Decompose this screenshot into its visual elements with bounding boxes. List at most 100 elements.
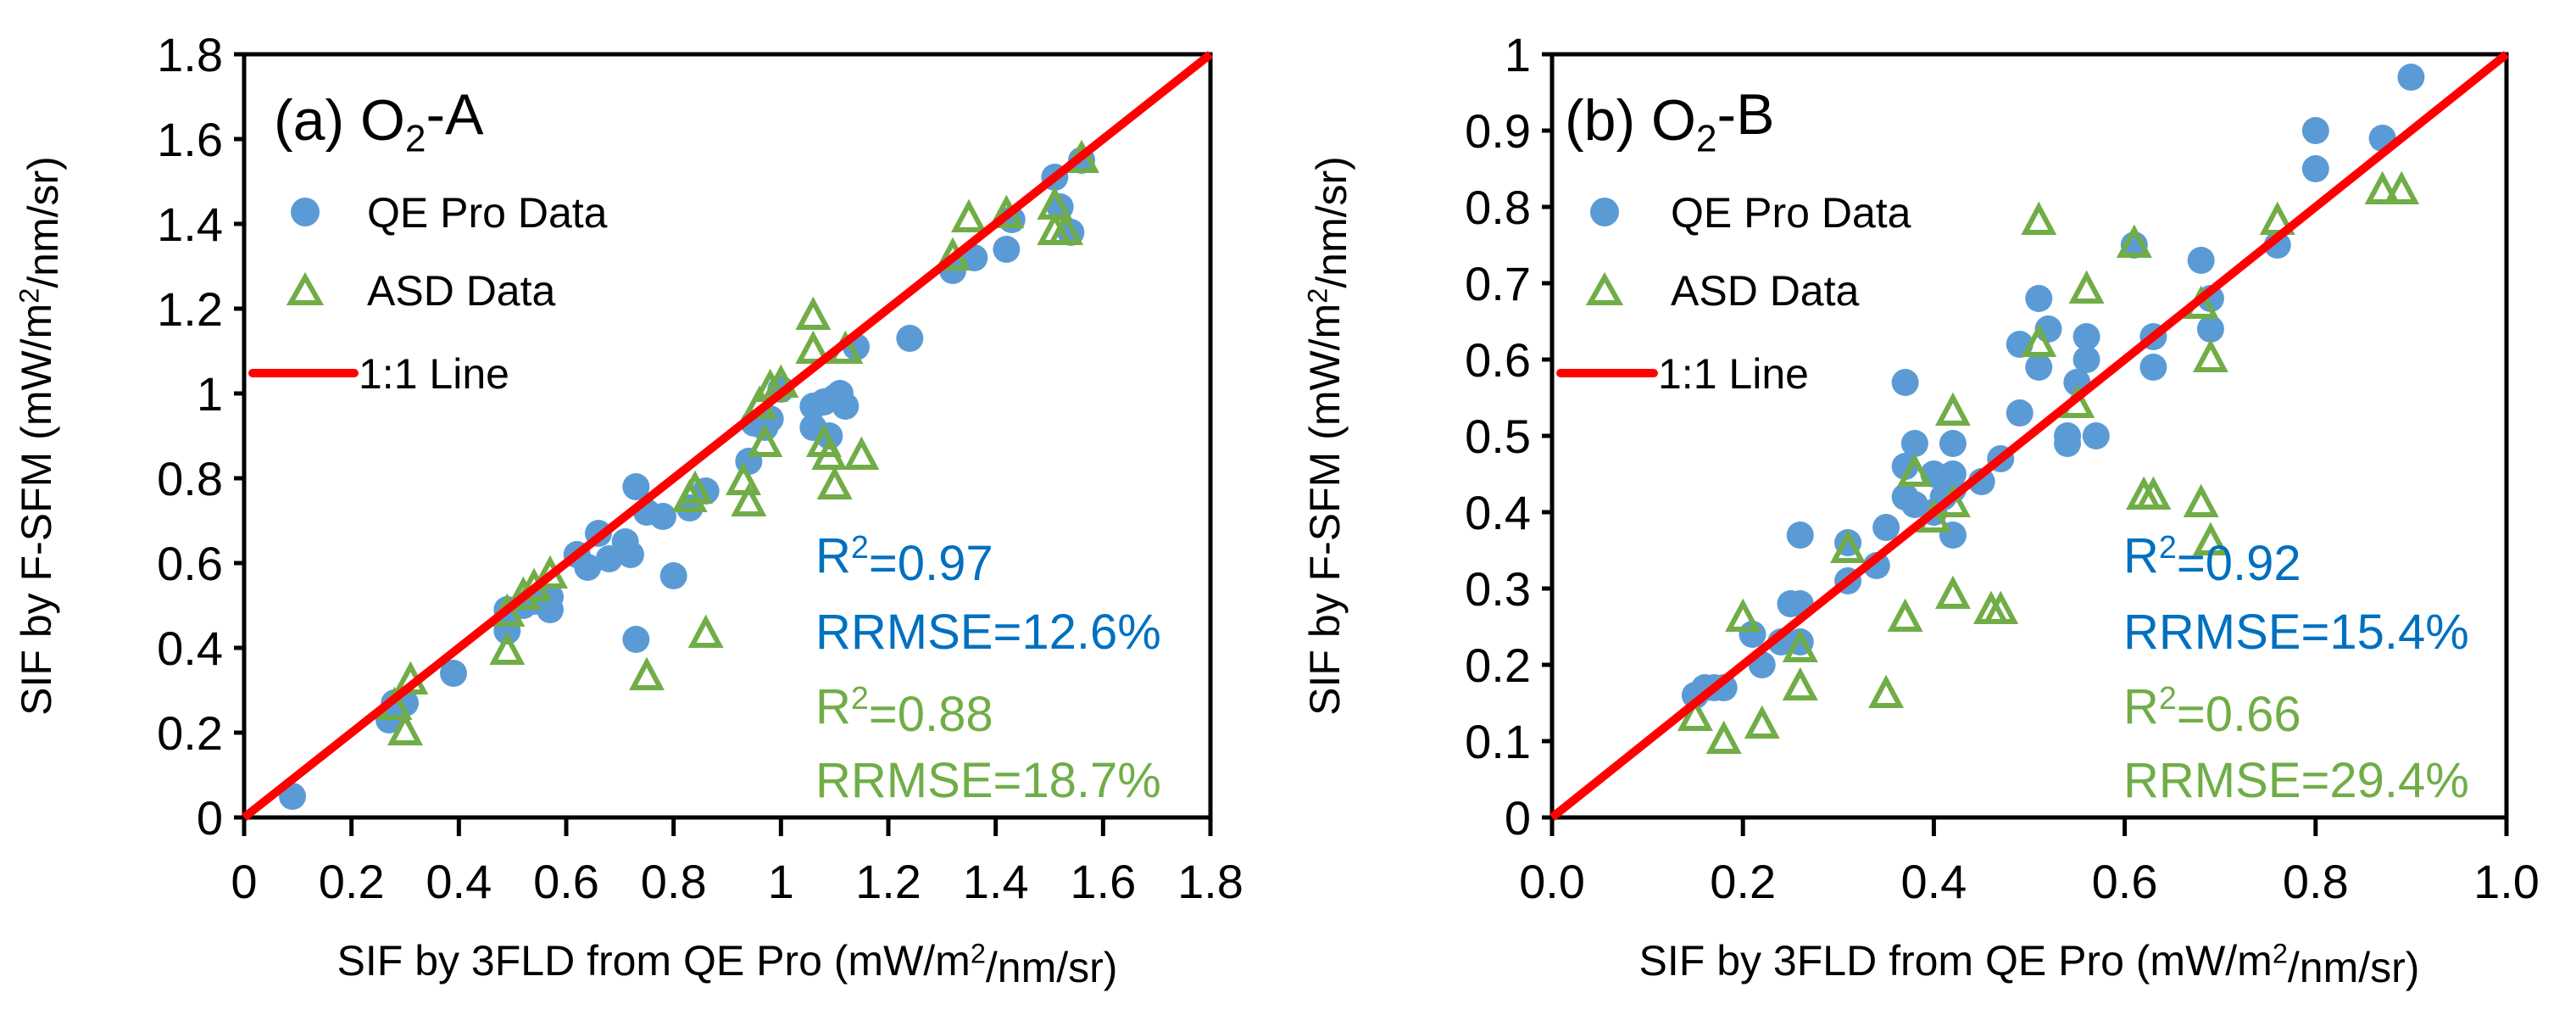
asd-data-point [795, 330, 832, 364]
asd-data-point [731, 483, 767, 516]
x-tick-label: 1.4 [963, 855, 1029, 908]
chart-a: 0 0.2 0.4 0.6 0.8 1 1.2 1.4 1.6 1.8 0 0.2 0.4 0.6 0.8 1… [13, 28, 1243, 991]
asd-data-point [1705, 720, 1742, 754]
subscript: 2 [1696, 118, 1717, 159]
text-part: RRMSE=29.4% [2123, 753, 2469, 808]
legend-asd-marker [286, 271, 325, 305]
superscript: 2 [2159, 529, 2177, 565]
y-tick-label: 0.3 [1465, 562, 1531, 616]
superscript: 2 [14, 288, 44, 304]
text-part: =0.97 [869, 536, 993, 591]
y-tick-label: 1.8 [157, 28, 223, 81]
asd-data-point [2192, 338, 2228, 372]
legend-qe-marker [1590, 198, 1619, 226]
asd-data-point [489, 631, 526, 665]
superscript: 2 [2159, 680, 2177, 716]
qe-pro-data-point [2196, 315, 2224, 343]
qe-pro-data-point [2072, 323, 2100, 350]
text-part: (b) O [1565, 88, 1696, 153]
qe-pro-data-point [1872, 514, 1900, 541]
superscript: 2 [2273, 938, 2288, 968]
asd-data-point [629, 656, 665, 690]
y-tick-label: 0 [1505, 791, 1531, 845]
y-axis-label: SIF by F-SFM (mW/m2/nm/sr) [13, 156, 67, 716]
chart-b: 0.0 0.2 0.4 0.6 0.8 1.0 0 0.1 0.2 0.3 0.4 0.5 0.6 0.7… [1301, 28, 2540, 991]
qe-pro-data-point [826, 380, 854, 407]
text-part: /nm/sr) [19, 156, 67, 288]
asd-data-point [1983, 590, 2019, 624]
asd-data-point [2021, 201, 2057, 235]
y-tick-label: 1.6 [157, 113, 223, 166]
qe-pro-data-point [2072, 346, 2100, 373]
asd-data-point [2384, 170, 2420, 204]
legend-label: ASD Data [1671, 267, 1860, 315]
legend-label: 1:1 Line [1658, 350, 1809, 398]
asd-data-point [387, 711, 423, 745]
qe-pro-data-point [2187, 247, 2215, 274]
asd-data-point [1887, 598, 1923, 632]
qe-pro-data-point [617, 541, 644, 568]
x-tick-label: 1.0 [2473, 855, 2540, 908]
y-tick-label: 0.5 [1465, 410, 1531, 463]
asd-data-point [747, 423, 783, 457]
y-tick-label: 0.2 [1465, 639, 1531, 692]
asd-data-point [2021, 323, 2057, 357]
y-axis-label: SIF by F-SFM (mW/m2/nm/sr) [1301, 156, 1355, 716]
asd-data-point [726, 461, 761, 495]
stat-text: R2=0.66 [2123, 679, 2301, 742]
asd-data-point [2183, 483, 2219, 517]
asd-data-point [1830, 529, 1867, 563]
asd-data-point [1744, 705, 1780, 739]
text-part: /nm/sr) [986, 944, 1118, 991]
y-tick-label: 0.4 [157, 622, 223, 675]
qe-pro-data-point [2025, 285, 2053, 312]
asd-data-point [1896, 453, 1933, 487]
qe-pro-data-point [2082, 422, 2110, 449]
plot-frame [242, 52, 1213, 820]
superscript: 2 [1302, 288, 1333, 304]
asd-data-point [806, 423, 842, 457]
qe-pro-data-point [993, 236, 1021, 263]
stat-text: RRMSE=18.7% [815, 753, 1161, 808]
qe-pro-data-point [537, 596, 564, 623]
stat-text: RRMSE=29.4% [2123, 753, 2469, 808]
asd-data-point [1677, 697, 1713, 731]
text-part: SIF by 3FLD from QE Pro (mW/m [1639, 937, 2273, 985]
qe-pro-data-point [2054, 430, 2082, 457]
text-part: R [815, 528, 851, 583]
qe-pro-data-point [649, 503, 676, 530]
text-part: SIF by 3FLD from QE Pro (mW/m [337, 937, 971, 985]
x-axis-label: SIF by 3FLD from QE Pro (mW/m2/nm/sr) [1639, 937, 2420, 991]
y-tick-label: 0.6 [1465, 333, 1531, 387]
qe-pro-data-point [2006, 399, 2034, 427]
qe-pro-data-point [622, 473, 650, 500]
asd-data-point [2135, 476, 2172, 510]
legend-label: ASD Data [367, 267, 556, 315]
asd-data-point [951, 198, 987, 232]
text-part: -A [426, 82, 484, 147]
subscript: 2 [405, 118, 426, 159]
asd-data-point [1934, 575, 1971, 609]
y-tick-label: 0.8 [157, 452, 223, 505]
qe-pro-data-point [574, 554, 602, 581]
y-tick-label: 1 [1505, 28, 1531, 81]
x-tick-label: 0.6 [533, 855, 599, 908]
asd-data-point [1725, 598, 1761, 632]
y-tick-label: 0.1 [1465, 715, 1531, 768]
asd-data-point [2192, 522, 2228, 555]
stat-text: R2=0.97 [815, 528, 993, 591]
y-tick-label: 0.2 [157, 706, 223, 760]
x-tick-label: 0.8 [641, 855, 707, 908]
y-tick-label: 1.2 [157, 282, 223, 336]
x-tick-label: 1.6 [1070, 855, 1136, 908]
asd-data-point [687, 614, 724, 648]
x-tick-label: 0.2 [319, 855, 385, 908]
y-tick-label: 0 [197, 791, 223, 845]
stat-text: RRMSE=12.6% [815, 605, 1161, 660]
qe-pro-data-point [2397, 64, 2425, 91]
text-part: =0.88 [869, 687, 993, 742]
x-tick-label: 0.8 [2283, 855, 2349, 908]
superscript: 2 [971, 938, 986, 968]
legend-label: QE Pro Data [1671, 189, 1911, 237]
